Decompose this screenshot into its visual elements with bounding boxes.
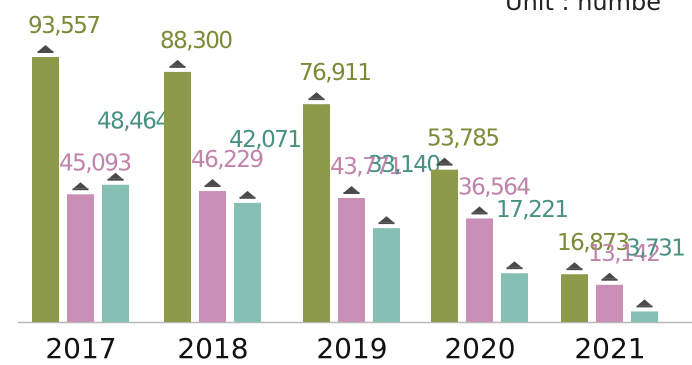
value-label-2017-s3: 48,464 — [97, 109, 169, 135]
value-label-2020-s3: 17,221 — [496, 197, 567, 223]
bar-2019-s2 — [338, 198, 365, 322]
bank-building-icon — [566, 262, 583, 275]
value-label-2018-s3: 42,071 — [229, 127, 300, 153]
bar-2017-s2 — [67, 194, 94, 322]
value-label-2021-s3: 3,731 — [626, 235, 684, 261]
value-label-2020-s1: 53,785 — [427, 126, 498, 152]
bar-2021-s3 — [631, 311, 658, 322]
bank-building-icon — [436, 157, 453, 170]
bar-2018-s1 — [164, 71, 191, 322]
bank-building-icon — [378, 216, 395, 229]
value-label-2019-s2: 43,771 — [330, 154, 401, 180]
bank-building-icon — [636, 299, 653, 312]
value-label-2017-s2: 45,093 — [59, 150, 130, 176]
bank-building-icon — [72, 182, 89, 195]
bar-2020-s2 — [466, 218, 493, 322]
value-label-2021-s2: 13,142 — [588, 241, 659, 267]
bank-building-icon — [169, 59, 186, 72]
bar-2020-s3 — [501, 273, 528, 322]
bar-2018-s2 — [199, 191, 226, 322]
tick-label-2019: 2019 — [316, 332, 387, 365]
bank-building-icon — [204, 179, 221, 192]
value-label-2019-s3: 33,140 — [368, 152, 440, 178]
bar-2018-s3 — [234, 202, 261, 322]
value-label-2018-s2: 46,229 — [191, 147, 263, 173]
bank-building-icon — [506, 261, 523, 274]
bar-2020-s1 — [431, 169, 458, 322]
value-label-2019-s1: 76,911 — [299, 60, 370, 86]
unit-note: Unit : numbe — [505, 0, 661, 16]
bar-2017-s3 — [102, 184, 129, 322]
bar-2017-s1 — [32, 57, 59, 322]
bank-building-icon — [107, 172, 124, 185]
value-label-2021-s1: 16,873 — [557, 230, 628, 256]
tick-label-2020: 2020 — [444, 332, 515, 365]
bank-building-icon — [239, 190, 256, 203]
value-label-2017-s1: 93,557 — [28, 13, 99, 39]
tick-label-2021: 2021 — [574, 332, 645, 365]
value-label-2020-s2: 36,564 — [458, 174, 530, 200]
bar-2019-s3 — [373, 228, 400, 322]
bank-building-icon — [37, 45, 54, 57]
bank-building-icon — [343, 186, 360, 199]
bank-building-icon — [308, 92, 325, 105]
bank-building-icon — [601, 272, 618, 285]
value-label-2018-s1: 88,300 — [160, 28, 232, 54]
bar-2021-s1 — [561, 274, 588, 322]
tick-label-2017: 2017 — [45, 332, 116, 365]
bar-2021-s2 — [596, 284, 623, 322]
bank-building-icon — [471, 206, 488, 219]
bar-2019-s1 — [303, 104, 330, 323]
tick-label-2018: 2018 — [177, 332, 248, 365]
